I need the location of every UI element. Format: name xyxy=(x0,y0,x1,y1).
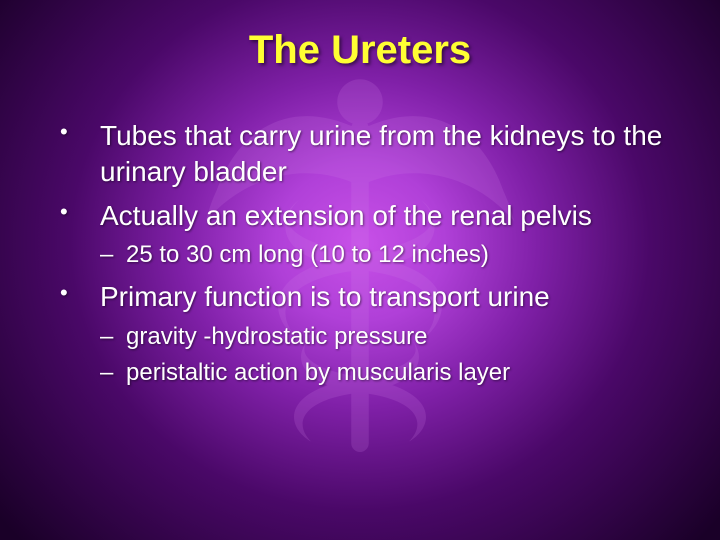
bullet-text: Actually an extension of the renal pelvi… xyxy=(100,200,592,231)
sub-bullet-list: 25 to 30 cm long (10 to 12 inches) xyxy=(100,239,680,271)
bullet-item: Primary function is to transport urine g… xyxy=(56,279,680,388)
sub-bullet-text: peristaltic action by muscularis layer xyxy=(126,359,510,386)
bullet-item: Tubes that carry urine from the kidneys … xyxy=(56,118,680,190)
bullet-text: Primary function is to transport urine xyxy=(100,281,550,312)
sub-bullet-text: gravity -hydrostatic pressure xyxy=(126,323,427,350)
sub-bullet-text: 25 to 30 cm long (10 to 12 inches) xyxy=(126,241,489,268)
bullet-item: Actually an extension of the renal pelvi… xyxy=(56,198,680,272)
bullet-list: Tubes that carry urine from the kidneys … xyxy=(56,118,680,388)
sub-bullet-item: peristaltic action by muscularis layer xyxy=(100,357,680,389)
slide: The Ureters Tubes that carry urine from … xyxy=(0,0,720,540)
sub-bullet-list: gravity -hydrostatic pressure peristalti… xyxy=(100,321,680,388)
slide-title: The Ureters xyxy=(0,28,720,73)
slide-body: Tubes that carry urine from the kidneys … xyxy=(56,118,680,396)
sub-bullet-item: 25 to 30 cm long (10 to 12 inches) xyxy=(100,239,680,271)
bullet-text: Tubes that carry urine from the kidneys … xyxy=(100,120,662,187)
sub-bullet-item: gravity -hydrostatic pressure xyxy=(100,321,680,353)
